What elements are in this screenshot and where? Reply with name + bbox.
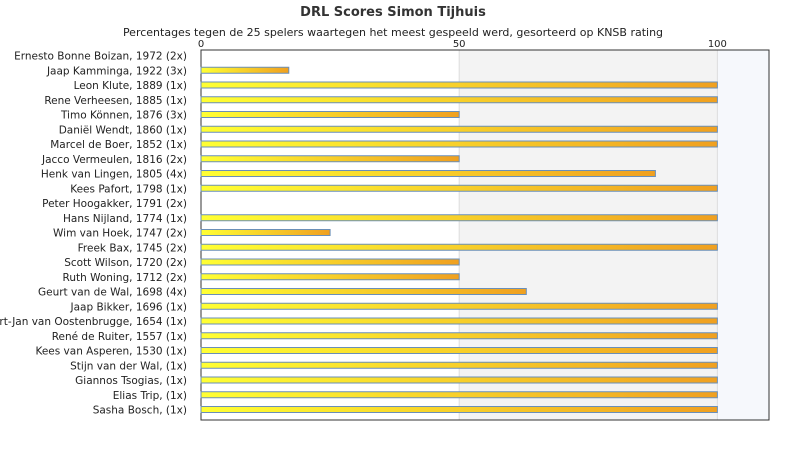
bar [200,184,718,192]
bar [200,125,718,133]
bar [200,155,460,163]
category-label: Freek Bax, 1745 (2x) [78,242,187,254]
bar [200,406,718,413]
chart-title: DRL Scores Simon Tijhuis [300,5,486,20]
bar [200,347,718,354]
category-label: Geurt van de Wal, 1698 (4x) [38,287,187,299]
category-label: Jacco Vermeulen, 1816 (2x) [41,154,187,166]
category-label: Peter Hoogakker, 1791 (2x) [42,198,187,210]
bar [200,111,460,118]
bar [200,140,718,148]
bar [200,243,718,251]
bar [200,214,718,222]
category-label: Sasha Bosch, (1x) [93,405,187,417]
category-label: Wim van Hoek, 1747 (2x) [53,228,187,240]
category-label: Kees Pafort, 1798 (1x) [70,183,187,195]
category-label: Elias Trip, (1x) [113,390,187,402]
category-label: Henk van Lingen, 1805 (4x) [41,169,187,181]
category-label: Stijn van der Wal, (1x) [70,360,187,372]
bar [200,302,718,310]
bar [200,361,718,369]
category-label: Ruth Woning, 1712 (2x) [63,272,188,284]
bar [200,391,718,399]
bar [200,376,718,384]
bar [200,258,460,266]
plot-area: 0 50 100 Ernesto Bonne Boizan, 1972 (2x) Jaa… [0,39,770,421]
bar [200,273,460,281]
bar [200,332,718,340]
x-tick-label: 50 [453,39,466,50]
category-label: Leon Klute, 1889 (1x) [74,80,187,92]
category-label: Kees van Asperen, 1530 (1x) [35,346,187,358]
bar [200,66,290,74]
category-label: Hans Nijland, 1774 (1x) [63,213,187,225]
category-label: Rene Verheesen, 1885 (1x) [44,95,187,107]
bar [200,317,718,325]
category-label: Giannos Tsogias, (1x) [75,375,187,387]
category-label: René de Ruiter, 1557 (1x) [52,331,187,343]
background-band [717,50,769,420]
background-band [459,50,718,420]
category-label: Ernesto Bonne Boizan, 1972 (2x) [14,51,187,63]
chart-subtitle: Percentages tegen de 25 spelers waartege… [123,26,663,39]
category-label: Scott Wilson, 1720 (2x) [64,257,187,269]
category-label: Bart-Jan van Oostenbrugge, 1654 (1x) [0,316,187,328]
bar [200,229,331,236]
bar [200,81,718,89]
x-tick-label: 100 [708,39,727,50]
category-label: Jaap Kamminga, 1922 (3x) [46,65,187,77]
category-label: Jaap Bikker, 1696 (1x) [70,301,187,313]
bar [200,170,656,177]
bar [200,96,718,104]
x-tick-label: 0 [198,39,204,50]
category-label: Marcel de Boer, 1852 (1x) [50,139,187,151]
bar [200,288,527,295]
category-label: Daniël Wendt, 1860 (1x) [59,124,187,136]
category-label: Timo Können, 1876 (3x) [60,110,187,122]
